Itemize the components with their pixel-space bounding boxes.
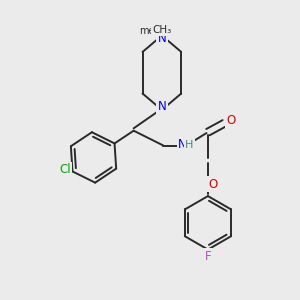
Text: methyl: methyl — [139, 26, 173, 36]
Text: N: N — [158, 32, 166, 45]
Text: N: N — [178, 138, 187, 152]
Text: Cl: Cl — [59, 164, 71, 176]
Text: CH₃: CH₃ — [152, 25, 172, 34]
Text: O: O — [209, 178, 218, 191]
Text: N: N — [158, 100, 166, 113]
Text: O: O — [226, 114, 236, 127]
Text: H: H — [185, 140, 194, 150]
Text: F: F — [205, 250, 211, 262]
